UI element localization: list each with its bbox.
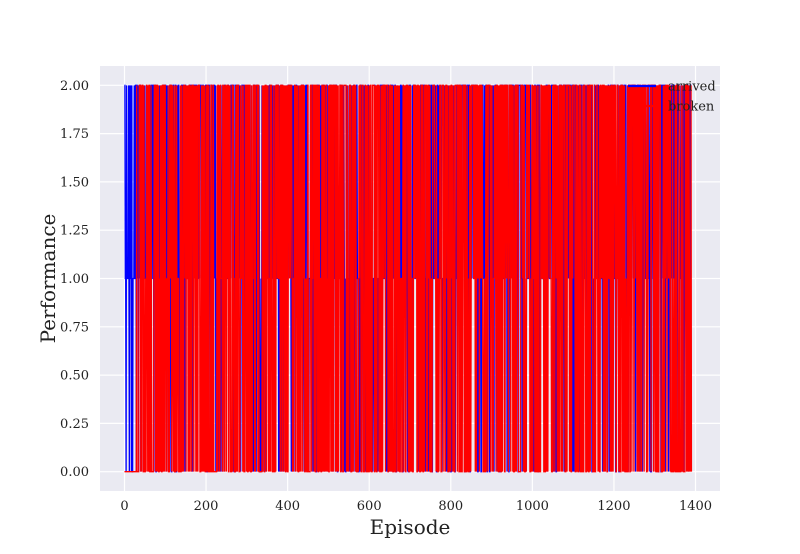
x-axis-label: Episode bbox=[370, 515, 451, 539]
y-tick-label: 0.00 bbox=[60, 465, 89, 480]
x-tick-label: 200 bbox=[194, 499, 219, 514]
y-tick-label: 0.25 bbox=[60, 417, 89, 432]
x-tick-label: 400 bbox=[275, 499, 300, 514]
y-tick-label: 1.00 bbox=[60, 272, 89, 287]
y-ticks: 0.00 0.25 0.50 0.75 1.00 1.25 1.50 1.75 2.00 bbox=[60, 79, 89, 480]
x-tick-label: 1200 bbox=[597, 499, 630, 514]
y-tick-label: 1.50 bbox=[60, 175, 89, 190]
x-tick-label: 0 bbox=[120, 499, 128, 514]
legend-label-broken: broken bbox=[668, 100, 715, 115]
y-tick-label: 1.75 bbox=[60, 127, 89, 142]
x-tick-label: 800 bbox=[438, 499, 463, 514]
x-ticks: 0 200 400 600 800 1000 1200 1400 bbox=[120, 499, 712, 514]
y-tick-label: 1.25 bbox=[60, 224, 89, 239]
y-tick-label: 2.00 bbox=[60, 79, 89, 94]
legend-label-arrived: arrived bbox=[668, 80, 716, 95]
series-line-broken bbox=[124, 84, 693, 473]
x-tick-label: 600 bbox=[357, 499, 382, 514]
legend: arrived broken bbox=[628, 80, 716, 115]
series-layer bbox=[124, 84, 693, 473]
x-tick-label: 1000 bbox=[516, 499, 549, 514]
x-tick-label: 1400 bbox=[679, 499, 712, 514]
y-tick-label: 0.50 bbox=[60, 369, 89, 384]
y-tick-label: 0.75 bbox=[60, 320, 89, 335]
y-axis-label: Performance bbox=[36, 214, 60, 344]
